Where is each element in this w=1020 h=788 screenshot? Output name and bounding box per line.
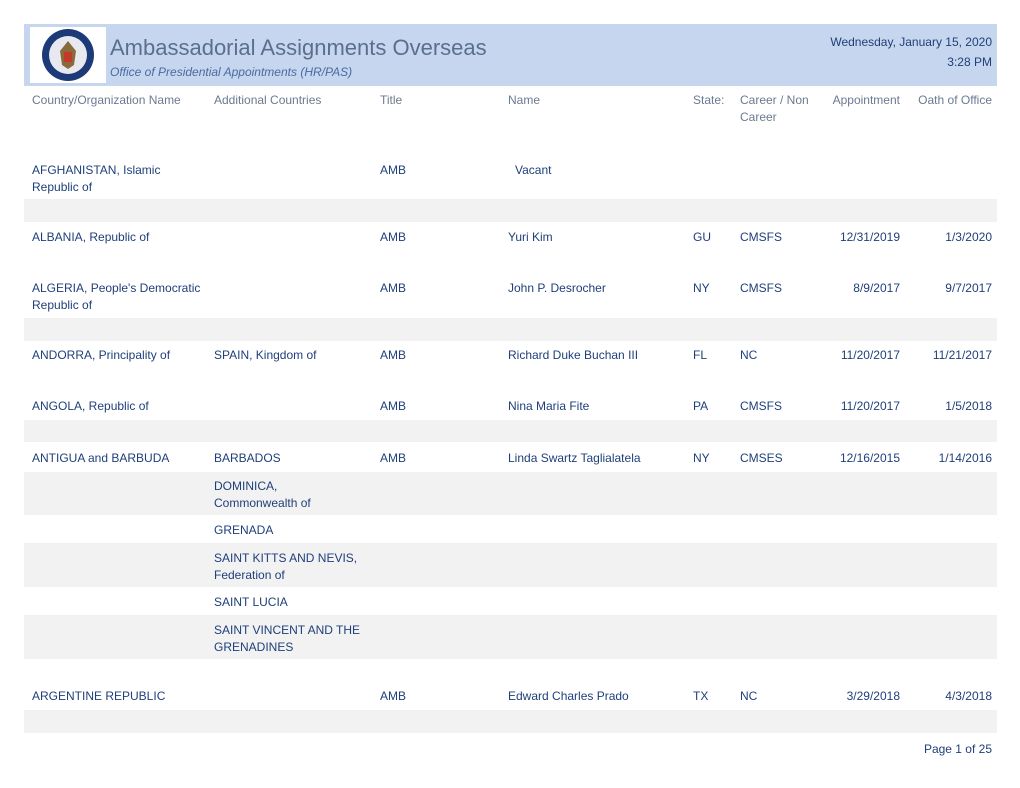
column-header: Country/Organization Name: [32, 93, 181, 107]
title: Ambassadorial Assignments Overseas: [110, 35, 487, 60]
cell-oath: 11/21/2017: [932, 348, 992, 362]
cell-oath: 4/3/2018: [945, 689, 992, 703]
cell-state: GU: [693, 230, 711, 244]
column-header: Appointment: [832, 93, 900, 107]
cell-state: FL: [693, 348, 708, 362]
cell-country: ALGERIA, People's Democratic Republic of: [32, 281, 201, 312]
cell-name: Linda Swartz Taglialatela: [508, 451, 641, 465]
column-header: Additional Countries: [214, 93, 322, 107]
cell-oath: 1/14/2016: [938, 451, 992, 465]
cell-additional: SAINT VINCENT AND THE GRENADINES: [214, 623, 361, 654]
cell-country: ANGOLA, Republic of: [32, 399, 149, 413]
cell-additional: SAINT KITTS AND NEVIS, Federation of: [214, 551, 358, 582]
cell-career: CMSFS: [740, 230, 782, 244]
cell-title: AMB: [380, 689, 407, 703]
row-band: [24, 472, 997, 515]
column-header: Oath of Office: [918, 93, 992, 107]
cell-appointment: 11/20/2017: [840, 348, 900, 362]
cell-appointment: 8/9/2017: [853, 281, 900, 295]
header-band: [24, 24, 997, 86]
cell-title: AMB: [380, 348, 407, 362]
cell-title: AMB: [380, 281, 407, 295]
date: Wednesday, January 15, 2020: [830, 35, 992, 49]
cell-career: CMSFS: [740, 281, 782, 295]
cell-name: Richard Duke Buchan III: [508, 348, 639, 362]
cell-appointment: 12/31/2019: [839, 230, 900, 244]
cell-country: ANTIGUA and BARBUDA: [32, 451, 170, 465]
row-band: [24, 199, 997, 222]
page-number: Page 1 of 25: [923, 742, 992, 756]
subtitle: Office of Presidential Appointments (HR/…: [110, 65, 353, 79]
seal: [30, 27, 106, 83]
cell-name: Yuri Kim: [508, 230, 553, 244]
cell-oath: 1/3/2020: [945, 230, 992, 244]
cell-state: NY: [693, 281, 710, 295]
column-header: State:: [693, 93, 725, 107]
cell-state: PA: [693, 399, 709, 413]
cell-title: AMB: [380, 451, 407, 465]
cell-oath: 1/5/2018: [945, 399, 992, 413]
cell-country: ARGENTINE REPUBLIC: [32, 689, 166, 703]
column-header: Title: [380, 93, 403, 107]
cell-title: AMB: [380, 230, 407, 244]
cell-additional: GRENADA: [214, 523, 274, 537]
cell-name: Vacant: [515, 163, 552, 177]
cell-name: John P. Desrocher: [508, 281, 606, 295]
cell-additional: SAINT LUCIA: [214, 595, 288, 609]
cell-title: AMB: [380, 399, 407, 413]
cell-state: TX: [693, 689, 709, 703]
row-band: [24, 318, 997, 341]
cell-oath: 9/7/2017: [945, 281, 992, 295]
cell-appointment: 12/16/2015: [839, 451, 900, 465]
cell-country: AFGHANISTAN, Islamic Republic of: [32, 163, 161, 194]
cell-title: AMB: [380, 163, 407, 177]
row-band: [24, 710, 997, 733]
cell-country: ANDORRA, Principality of: [32, 348, 171, 362]
cell-career: NC: [740, 348, 758, 362]
cell-state: NY: [693, 451, 710, 465]
cell-career: NC: [740, 689, 758, 703]
cell-country: ALBANIA, Republic of: [32, 230, 150, 244]
cell-appointment: 3/29/2018: [846, 689, 900, 703]
row-band: [24, 543, 997, 587]
row-band: [24, 615, 997, 659]
cell-name: Edward Charles Prado: [508, 689, 629, 703]
row-band: [24, 420, 997, 442]
cell-additional: DOMINICA, Commonwealth of: [214, 479, 311, 510]
column-header: Name: [508, 93, 541, 107]
cell-career: CMSFS: [740, 399, 782, 413]
column-header: Career / Non Career: [740, 93, 809, 124]
cell-name: Nina Maria Fite: [508, 399, 590, 413]
cell-career: CMSES: [740, 451, 783, 465]
cell-additional: BARBADOS: [214, 451, 281, 465]
time: 3:28 PM: [947, 55, 992, 69]
cell-additional: SPAIN, Kingdom of: [214, 348, 317, 362]
cell-appointment: 11/20/2017: [840, 399, 900, 413]
